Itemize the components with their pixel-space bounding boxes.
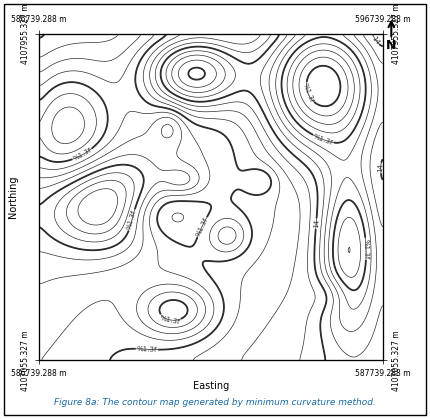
Text: 14: 14 (371, 35, 381, 45)
Text: Figure 8a: The contour map generated by minimum curvature method.: Figure 8a: The contour map generated by … (54, 398, 376, 407)
Y-axis label: Northing: Northing (8, 176, 18, 218)
Text: %1.3f: %1.3f (313, 133, 334, 146)
Text: N: N (386, 39, 396, 52)
Text: 14: 14 (313, 219, 319, 228)
Text: %1.3f: %1.3f (363, 238, 369, 259)
Text: %1.3f: %1.3f (160, 315, 181, 325)
Text: %1.3f: %1.3f (301, 82, 314, 103)
Text: %1.3f: %1.3f (137, 346, 157, 353)
Text: %1.3f: %1.3f (72, 147, 93, 162)
X-axis label: Easting: Easting (193, 381, 229, 391)
Text: %1.3f: %1.3f (195, 217, 209, 238)
Text: %1.3f: %1.3f (126, 210, 138, 230)
Text: 14: 14 (378, 163, 384, 173)
